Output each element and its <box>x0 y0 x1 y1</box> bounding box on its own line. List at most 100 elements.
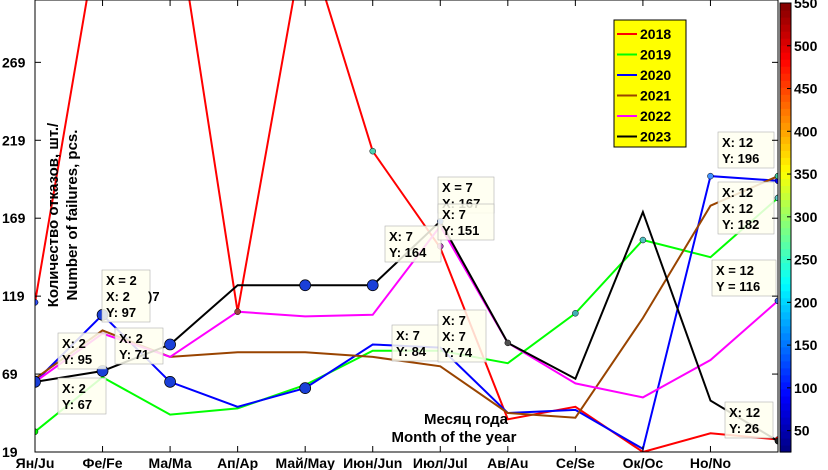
colorbar-segment <box>780 59 791 67</box>
legend-label: 2018 <box>640 26 671 42</box>
data-tip-annotation: X: 7Y: 164 <box>384 225 442 263</box>
data-tip-marker <box>774 172 778 180</box>
legend-label: 2021 <box>640 88 671 104</box>
annotation-text: X: 7 <box>442 313 466 328</box>
legend-label: 2023 <box>640 129 671 145</box>
annotation-text: Y: 164 <box>389 245 427 260</box>
data-tip-annotation: X: 7Y: 151 <box>437 203 495 241</box>
data-tip-marker <box>164 338 176 351</box>
x-tick-label: Фе/Fe <box>83 455 123 470</box>
x-axis: Ян/Ju Фе/Fe Ма/Ма Ап/Ap Май/May Июн/Jun Июл/Ju… <box>16 0 779 470</box>
annotation-layer: X = 2X: 2Y: 97)7X: 2Y: 95X: 2Y: 71X: 2Y:… <box>57 131 777 439</box>
colorbar-segment <box>780 318 791 327</box>
colorbar-segment <box>780 122 791 130</box>
colorbar-segment <box>780 444 791 453</box>
colorbar-segment <box>780 437 791 446</box>
annotation-text: Y: 95 <box>62 352 92 367</box>
annotation-text: X: 2 <box>119 331 143 346</box>
y-tick-label: 19 <box>2 444 18 460</box>
annotation-box <box>717 181 775 235</box>
annotation-box <box>437 309 487 363</box>
colorbar-frame <box>779 2 792 453</box>
colorbar-tick-label: 550 <box>794 0 818 11</box>
data-point-2019 <box>35 428 39 435</box>
colorbar-segment <box>780 367 791 376</box>
colorbar-segment <box>780 297 791 306</box>
colorbar-segment <box>780 3 791 11</box>
data-tip-marker <box>707 172 714 180</box>
annotation-text: Y: 182 <box>722 217 759 232</box>
data-tip-marker <box>774 194 778 202</box>
data-tip-marker <box>164 376 176 388</box>
colorbar-segment <box>780 80 791 88</box>
annotation-text: X: 12 <box>722 185 753 200</box>
colorbar-segment <box>780 101 791 109</box>
colorbar-segment <box>780 304 791 313</box>
data-tip-annotation: X: 2Y: 67 <box>57 377 107 415</box>
data-tip-annotation: X = 2X: 2Y: 97)7 <box>101 269 160 323</box>
colorbar-segment <box>780 311 791 320</box>
colorbar-segment <box>780 430 791 439</box>
colorbar-segment <box>780 171 791 179</box>
annotation-text: )7 <box>148 289 160 304</box>
colorbar-segment <box>780 381 791 390</box>
colorbar-tick-label: 400 <box>794 123 818 139</box>
annotation-text: X: 12 <box>722 201 753 216</box>
annotation-text: X: 2 <box>62 381 86 396</box>
colorbar-segment <box>780 115 791 123</box>
colorbar-segment <box>780 185 791 194</box>
annotation-text: Y = 116 <box>716 279 760 294</box>
colorbar-segment <box>780 423 791 432</box>
colorbar-segment <box>780 262 791 271</box>
data-tip-annotation: X = 12Y = 116 <box>711 259 777 297</box>
colorbar-segment <box>780 388 791 397</box>
data-tip-annotation: X: 12Y: 196 <box>717 131 775 169</box>
colorbar-segment <box>780 17 791 25</box>
annotation-box <box>724 401 774 439</box>
colorbar-segment <box>780 346 791 355</box>
data-tip-marker <box>299 279 312 292</box>
annotation-text: Y: 26 <box>729 421 759 436</box>
data-tip-marker <box>639 236 647 244</box>
colorbar-tick-label: 100 <box>794 380 818 396</box>
data-tip-marker <box>774 297 778 305</box>
annotation-box <box>384 225 442 263</box>
annotation-box <box>114 327 164 365</box>
colorbar-segment <box>780 353 791 362</box>
legend: 2018 2019 2020 2021 2022 2023 <box>613 19 687 148</box>
x-tick-label: Июл/Jul <box>413 455 468 470</box>
y-axis-title: Количество отказов, шт./ <box>45 122 62 307</box>
data-tip-marker <box>774 437 778 445</box>
legend-label: 2020 <box>640 67 671 83</box>
data-tip-marker <box>299 382 312 394</box>
colorbar-segment <box>780 52 791 60</box>
colorbar-tick-label: 300 <box>794 209 818 225</box>
legend-label: 2019 <box>640 47 671 63</box>
y-axis: 19 69 119 169 219 269 <box>2 54 778 460</box>
x-tick-label: Ян/Ju <box>16 455 55 470</box>
data-tip-annotation: X: 2Y: 71 <box>114 327 164 365</box>
y-tick-label: 269 <box>2 54 26 70</box>
colorbar-segment <box>780 206 791 215</box>
colorbar-segment <box>780 150 791 158</box>
x-tick-label: Се/Se <box>556 455 595 470</box>
series-line-2018 <box>35 0 778 452</box>
colorbar-segment <box>780 38 791 46</box>
data-point-2020 <box>774 177 778 185</box>
annotation-text: Y: 71 <box>119 347 149 362</box>
colorbar-tick-label: 450 <box>794 81 818 97</box>
x-tick-label: Ап/Ap <box>217 455 258 470</box>
x-axis-title: Month of the year <box>391 429 516 446</box>
legend-label: 2022 <box>640 108 671 124</box>
plot-frame <box>34 0 779 453</box>
x-tick-label: Но/No <box>690 455 731 470</box>
colorbar-segment <box>780 164 791 172</box>
data-tip-annotation: X: 12Y: 26 <box>724 401 774 439</box>
colorbar-segment <box>780 360 791 369</box>
annotation-box <box>57 377 107 415</box>
colorbar-segment <box>780 374 791 383</box>
data-tip-annotation: X: 7Y: 84 <box>391 324 441 362</box>
colorbar-segment <box>780 416 791 425</box>
data-tip-marker <box>369 147 376 155</box>
colorbar-segment <box>780 66 791 74</box>
